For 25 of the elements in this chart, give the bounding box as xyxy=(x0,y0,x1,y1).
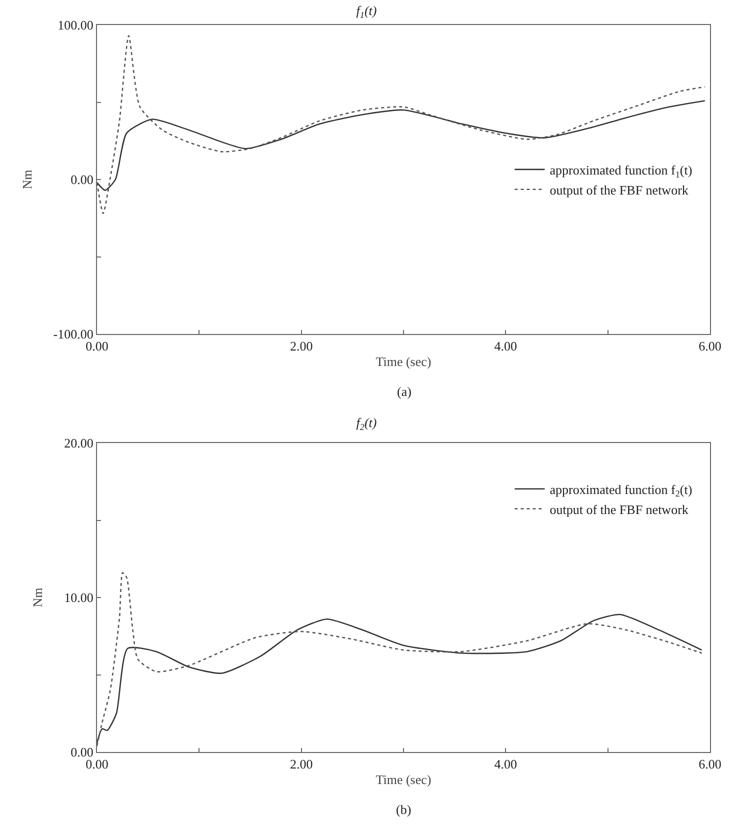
line-series xyxy=(97,572,702,746)
legend-label: approximated function f$_{2}$(t) xyxy=(550,482,692,499)
x-axis-title: Time (sec) xyxy=(376,772,432,788)
chart-title: f$_{2}$(t) xyxy=(356,415,377,432)
y-tick-label: 0.00 xyxy=(70,172,94,188)
y-tick-label: 20.00 xyxy=(64,436,94,451)
x-tick-label: 2.00 xyxy=(290,338,313,354)
text: (a) xyxy=(397,384,412,399)
x-tick-label: 4.00 xyxy=(494,756,518,772)
legend-label: approximated function f$_{1}$(t) xyxy=(550,162,692,180)
chart-title: f$_{1}$(t) xyxy=(356,3,377,20)
x-tick-label: 2.00 xyxy=(290,756,313,772)
y-tick-label: 100.00 xyxy=(58,18,94,33)
y-axis-title: Nm xyxy=(30,588,46,608)
legend-label: output of the FBF network xyxy=(550,502,689,517)
line-series xyxy=(97,35,706,214)
x-tick-label: 6.00 xyxy=(698,756,722,772)
y-axis-title: Nm xyxy=(19,170,34,190)
x-axis-title: Time (sec) xyxy=(376,354,432,370)
line-series xyxy=(97,614,702,744)
x-tick-label: 4.00 xyxy=(494,338,518,354)
text: (b) xyxy=(396,802,412,817)
legend-label: output of the FBF network xyxy=(550,182,689,198)
y-tick-label: 10.00 xyxy=(64,590,94,606)
x-tick-label: 6.00 xyxy=(698,338,722,354)
